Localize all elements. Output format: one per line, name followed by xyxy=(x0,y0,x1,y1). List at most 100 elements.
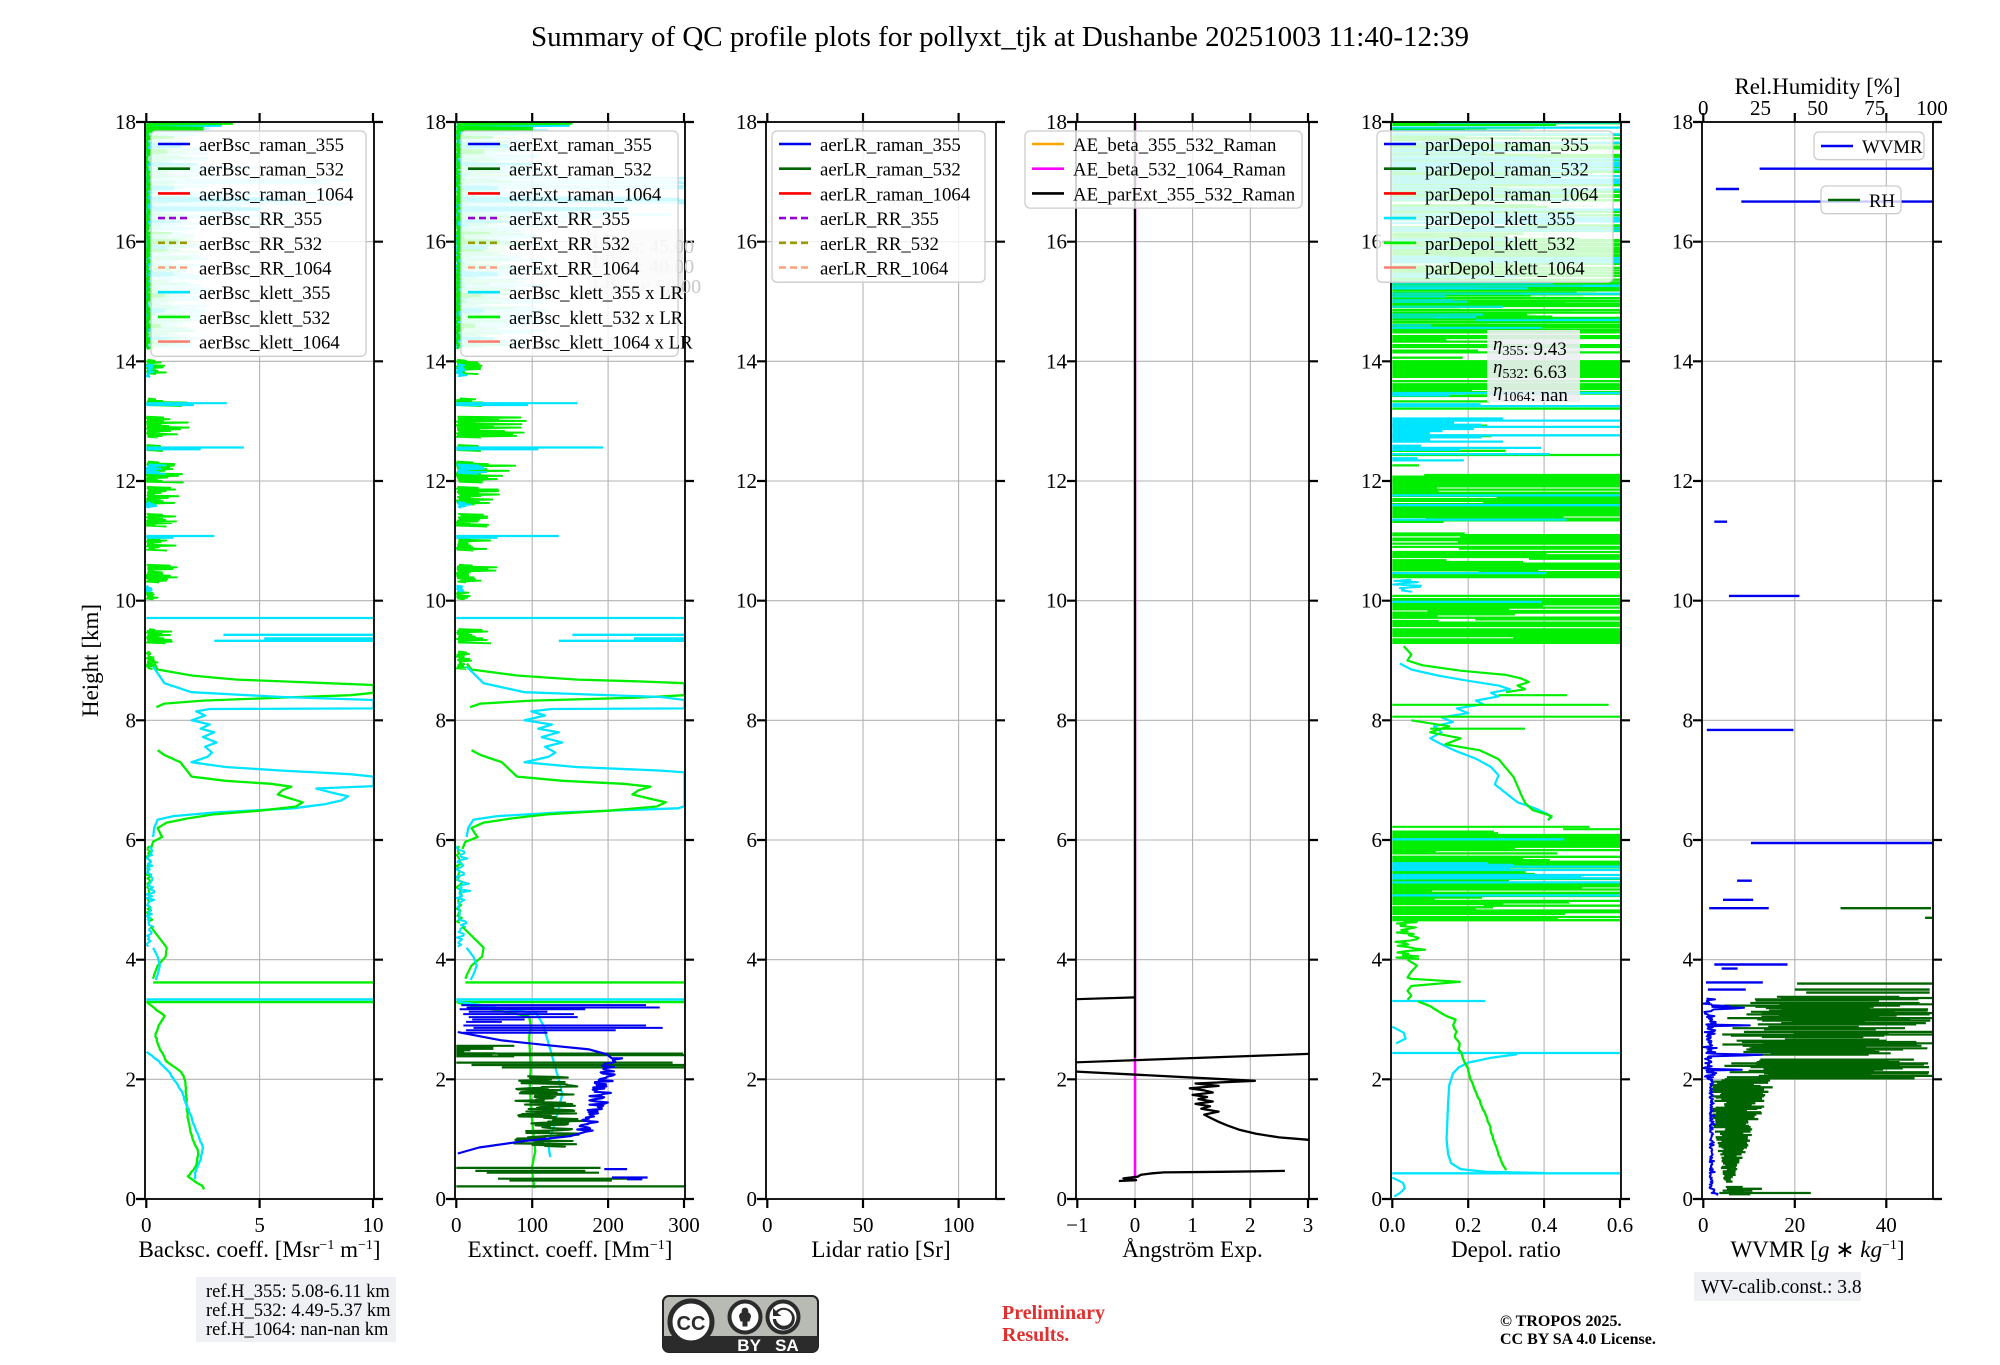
svg-text:BY SA: BY SA xyxy=(737,1336,798,1355)
svg-text:14: 14 xyxy=(115,349,137,373)
svg-text:12: 12 xyxy=(425,469,446,493)
svg-text:aerLR_RR_355: aerLR_RR_355 xyxy=(820,209,939,230)
svg-text:2: 2 xyxy=(1245,1213,1256,1237)
svg-text:aerBsc_klett_355 x LR: aerBsc_klett_355 x LR xyxy=(509,283,684,304)
svg-text:aerExt_RR_355: aerExt_RR_355 xyxy=(509,209,630,230)
svg-text:aerBsc_raman_355: aerBsc_raman_355 xyxy=(199,135,344,156)
svg-text:16: 16 xyxy=(115,230,136,254)
svg-text:Height [km]: Height [km] xyxy=(78,604,103,717)
svg-text:18: 18 xyxy=(425,110,446,134)
svg-text:Results.: Results. xyxy=(1002,1324,1069,1346)
svg-text:3: 3 xyxy=(1303,1213,1314,1237)
svg-text:12: 12 xyxy=(1046,469,1067,493)
svg-text:18: 18 xyxy=(1046,110,1067,134)
svg-text:CC: CC xyxy=(677,1313,706,1335)
svg-text:2: 2 xyxy=(1372,1067,1383,1091)
svg-text:η1064: nan: η1064: nan xyxy=(1493,380,1568,406)
svg-text:Backsc. coeff. [Msr−1​ m−1​]: Backsc. coeff. [Msr−1​ m−1​] xyxy=(138,1237,380,1262)
svg-text:Extinct. coeff. [Mm−1​]: Extinct. coeff. [Mm−1​] xyxy=(468,1237,673,1262)
svg-text:2: 2 xyxy=(1057,1067,1068,1091)
svg-text:100: 100 xyxy=(516,1213,548,1237)
svg-text:WVMR [g ∗ kg−1​]: WVMR [g ∗ kg−1​] xyxy=(1730,1237,1904,1262)
svg-text:parDepol_klett_355: parDepol_klett_355 xyxy=(1425,209,1575,230)
svg-text:100: 100 xyxy=(943,1213,975,1237)
svg-text:0: 0 xyxy=(1698,96,1709,120)
svg-text:aerLR_RR_1064: aerLR_RR_1064 xyxy=(820,259,949,280)
svg-text:4: 4 xyxy=(747,948,758,972)
svg-text:0: 0 xyxy=(1683,1187,1694,1211)
svg-text:200: 200 xyxy=(592,1213,624,1237)
svg-text:10: 10 xyxy=(363,1213,384,1237)
svg-text:2: 2 xyxy=(747,1067,758,1091)
svg-text:aerLR_raman_1064: aerLR_raman_1064 xyxy=(820,184,971,205)
svg-text:2: 2 xyxy=(436,1067,447,1091)
svg-text:6: 6 xyxy=(747,828,758,852)
svg-text:8: 8 xyxy=(747,708,758,732)
svg-text:0: 0 xyxy=(141,1213,152,1237)
svg-text:aerLR_RR_532: aerLR_RR_532 xyxy=(820,234,939,255)
svg-text:18: 18 xyxy=(1361,110,1382,134)
svg-text:25: 25 xyxy=(1750,96,1771,120)
svg-text:aerLR_raman_355: aerLR_raman_355 xyxy=(820,135,961,156)
svg-text:10: 10 xyxy=(1361,589,1382,613)
svg-text:0.4: 0.4 xyxy=(1531,1213,1558,1237)
svg-text:AE_parExt_355_532_Raman: AE_parExt_355_532_Raman xyxy=(1073,184,1296,205)
svg-text:aerBsc_klett_532: aerBsc_klett_532 xyxy=(199,308,330,329)
svg-text:10: 10 xyxy=(425,589,446,613)
svg-text:12: 12 xyxy=(115,469,136,493)
svg-text:4: 4 xyxy=(436,948,447,972)
svg-text:1: 1 xyxy=(1187,1213,1198,1237)
svg-text:0: 0 xyxy=(451,1213,462,1237)
svg-text:aerBsc_raman_532: aerBsc_raman_532 xyxy=(199,160,344,181)
svg-text:aerExt_raman_355: aerExt_raman_355 xyxy=(509,135,652,156)
svg-text:parDepol_raman_532: parDepol_raman_532 xyxy=(1425,160,1589,181)
svg-text:16: 16 xyxy=(1046,230,1067,254)
svg-text:10: 10 xyxy=(736,589,757,613)
svg-text:aerExt_RR_1064: aerExt_RR_1064 xyxy=(509,259,640,280)
svg-text:16: 16 xyxy=(425,230,446,254)
svg-text:16: 16 xyxy=(1672,230,1693,254)
svg-text:100: 100 xyxy=(1916,96,1948,120)
svg-text:0.0: 0.0 xyxy=(1379,1213,1405,1237)
svg-text:−1: −1 xyxy=(1066,1213,1088,1237)
svg-text:0: 0 xyxy=(1372,1187,1383,1211)
svg-text:14: 14 xyxy=(1672,349,1694,373)
svg-text:Summary of QC profile plots fo: Summary of QC profile plots for pollyxt_… xyxy=(531,21,1469,53)
svg-text:0: 0 xyxy=(747,1187,758,1211)
svg-text:0: 0 xyxy=(1698,1213,1709,1237)
svg-text:6: 6 xyxy=(1057,828,1068,852)
svg-text:12: 12 xyxy=(1672,469,1693,493)
svg-text:0: 0 xyxy=(436,1187,447,1211)
svg-text:Preliminary: Preliminary xyxy=(1002,1302,1105,1324)
svg-text:4: 4 xyxy=(1057,948,1068,972)
svg-text:aerBsc_klett_355: aerBsc_klett_355 xyxy=(199,283,330,304)
svg-text:6: 6 xyxy=(126,828,137,852)
svg-text:20: 20 xyxy=(1784,1213,1805,1237)
svg-text:aerLR_raman_532: aerLR_raman_532 xyxy=(820,160,961,181)
svg-text:aerBsc_klett_532 x LR: aerBsc_klett_532 x LR xyxy=(509,308,684,329)
svg-text:Ångström Exp.: Ångström Exp. xyxy=(1122,1237,1263,1262)
svg-text:18: 18 xyxy=(1672,110,1693,134)
svg-text:8: 8 xyxy=(436,708,447,732)
svg-text:10: 10 xyxy=(1046,589,1067,613)
svg-text:0: 0 xyxy=(126,1187,137,1211)
svg-text:aerBsc_klett_1064: aerBsc_klett_1064 xyxy=(199,333,340,354)
svg-text:ref.H_355: 5.08-6.11 km: ref.H_355: 5.08-6.11 km xyxy=(206,1282,390,1302)
svg-text:aerBsc_RR_1064: aerBsc_RR_1064 xyxy=(199,259,332,280)
svg-text:8: 8 xyxy=(1057,708,1068,732)
svg-text:8: 8 xyxy=(126,708,137,732)
svg-text:parDepol_raman_355: parDepol_raman_355 xyxy=(1425,135,1589,156)
svg-text:75: 75 xyxy=(1864,96,1885,120)
svg-text:5: 5 xyxy=(254,1213,265,1237)
svg-text:10: 10 xyxy=(1672,589,1693,613)
svg-text:parDepol_klett_532: parDepol_klett_532 xyxy=(1425,234,1575,255)
svg-text:4: 4 xyxy=(1683,948,1694,972)
svg-text:WV-calib.const.: 3.8: WV-calib.const.: 3.8 xyxy=(1701,1277,1862,1298)
svg-text:CC BY SA 4.0 License.: CC BY SA 4.0 License. xyxy=(1500,1331,1656,1348)
svg-text:WVMR: WVMR xyxy=(1862,137,1923,158)
svg-text:aerBsc_RR_355: aerBsc_RR_355 xyxy=(199,209,322,230)
svg-text:2: 2 xyxy=(126,1067,137,1091)
svg-text:parDepol_klett_1064: parDepol_klett_1064 xyxy=(1425,259,1585,280)
svg-text:0.2: 0.2 xyxy=(1455,1213,1481,1237)
svg-text:Depol. ratio: Depol. ratio xyxy=(1451,1237,1561,1262)
